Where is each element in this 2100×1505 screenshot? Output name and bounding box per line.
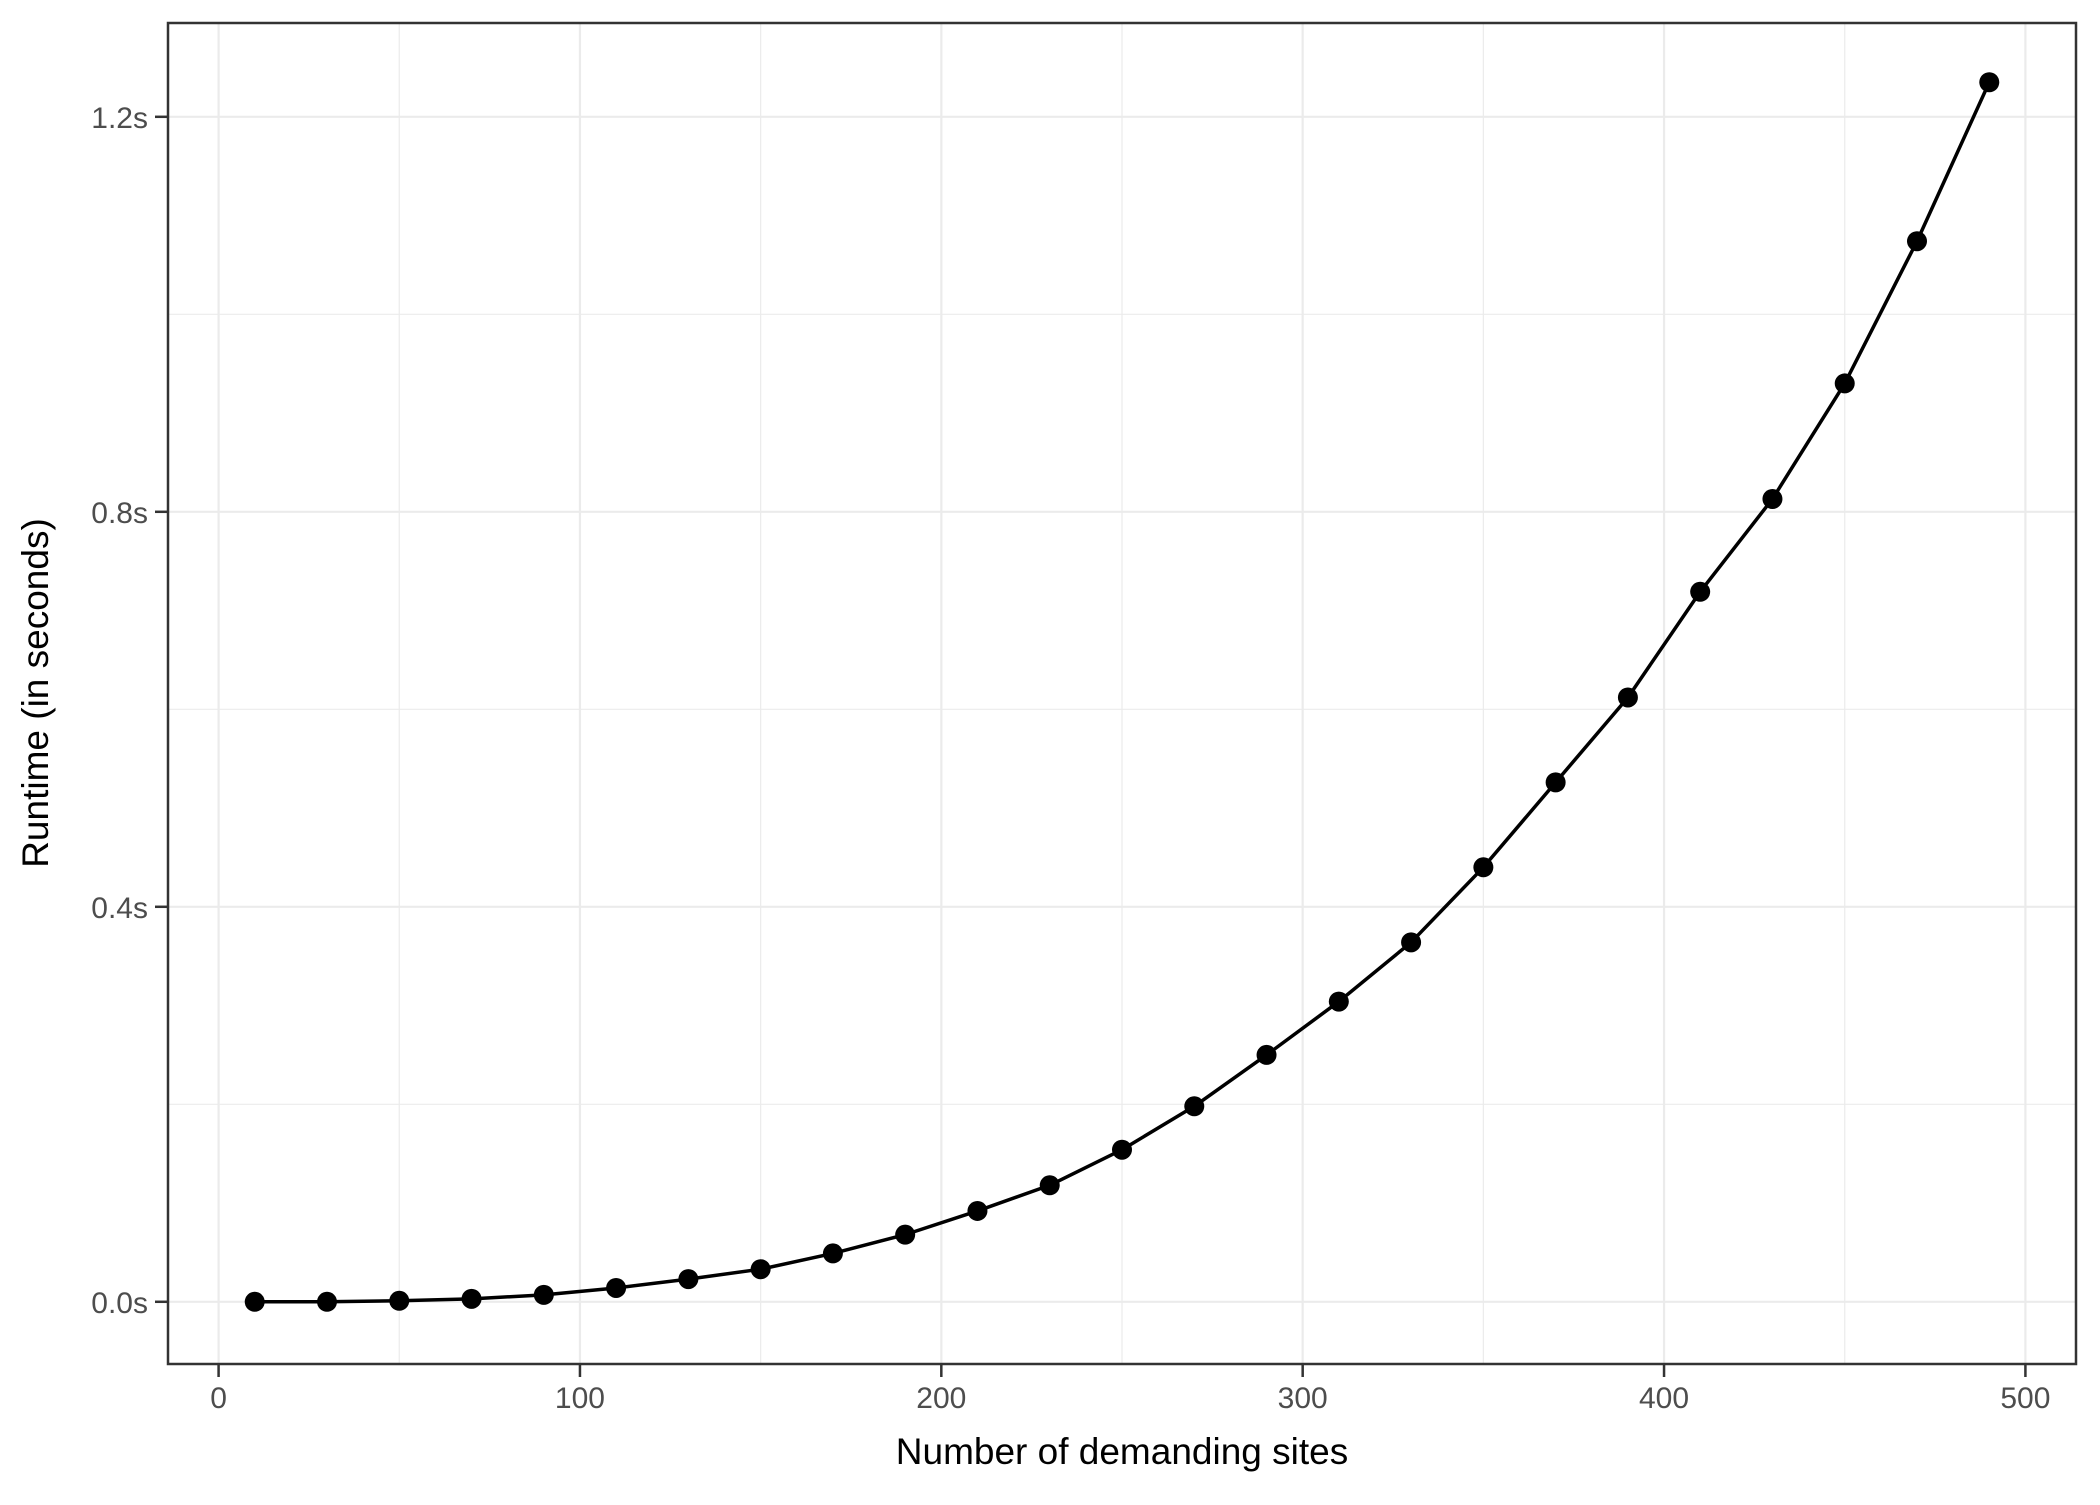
x-tick-label: 400 [1639, 1382, 1689, 1415]
y-axis-title: Runtime (in seconds) [15, 518, 56, 868]
data-point [1907, 231, 1927, 252]
x-tick-label: 100 [555, 1382, 605, 1415]
data-layer [244, 72, 2000, 1312]
data-point [461, 1288, 482, 1309]
y-tick-label: 0.0s [91, 1287, 148, 1320]
x-tick-label: 200 [916, 1382, 966, 1415]
data-point [1328, 991, 1349, 1012]
data-point [1545, 772, 1566, 793]
tick-layer [155, 115, 2027, 1377]
x-axis-title: Number of demanding sites [896, 1431, 1348, 1472]
data-point [533, 1284, 554, 1305]
tick-label-layer: 0 100 200 300 400 500 0.0s 0.4s 0.8s 1.2s [91, 102, 2050, 1415]
data-point [895, 1224, 916, 1245]
grid-major-layer [168, 23, 2076, 1364]
data-point [1184, 1096, 1205, 1117]
x-tick-label: 0 [210, 1382, 227, 1415]
data-point [606, 1277, 627, 1298]
data-point [1473, 857, 1494, 878]
x-tick-label: 300 [1278, 1382, 1328, 1415]
y-tick-label: 0.8s [91, 497, 148, 530]
data-point [750, 1259, 771, 1280]
data-point [1762, 488, 1783, 509]
data-point [244, 1291, 265, 1312]
data-point [1979, 72, 2000, 93]
data-point [1834, 373, 1855, 394]
data-point [1401, 932, 1422, 953]
y-tick-label: 1.2s [91, 102, 148, 135]
data-point [317, 1291, 337, 1312]
data-point [822, 1243, 843, 1264]
data-point [967, 1200, 988, 1221]
data-point [1256, 1044, 1277, 1065]
data-point [1039, 1175, 1060, 1196]
data-point [389, 1290, 410, 1311]
grid-minor-layer [168, 23, 2076, 1364]
data-point [1690, 581, 1711, 602]
y-tick-label: 0.4s [91, 892, 148, 925]
data-point [1617, 687, 1638, 708]
x-tick-label: 500 [2000, 1382, 2050, 1415]
data-point [1112, 1139, 1132, 1160]
plot-panel-border [166, 21, 2078, 1366]
data-point [678, 1269, 699, 1290]
